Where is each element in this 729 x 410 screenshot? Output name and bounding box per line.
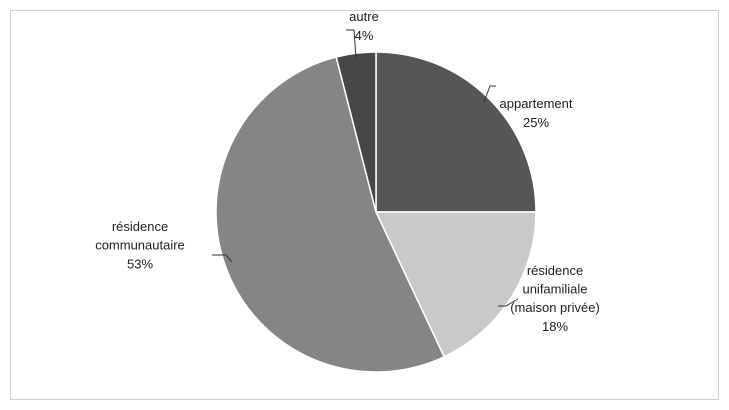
slice-label: appartement (500, 96, 573, 111)
leader-line (346, 29, 357, 59)
slice-label: résidence communautaire (95, 219, 185, 253)
value-label: 4% (355, 28, 374, 43)
value-label: 18% (542, 319, 568, 334)
leader-line (483, 85, 496, 103)
pie-slice (215, 56, 446, 373)
leader-line (212, 254, 233, 263)
pie-slice (374, 211, 537, 358)
pie (215, 51, 537, 373)
value-label: 53% (127, 256, 153, 271)
slice-label: autre (349, 9, 379, 24)
slice-label: résidence unifamiliale (maison privée) (510, 263, 600, 315)
value-label: 25% (523, 115, 549, 130)
pie-slice (375, 51, 537, 213)
leader-line (498, 298, 519, 307)
